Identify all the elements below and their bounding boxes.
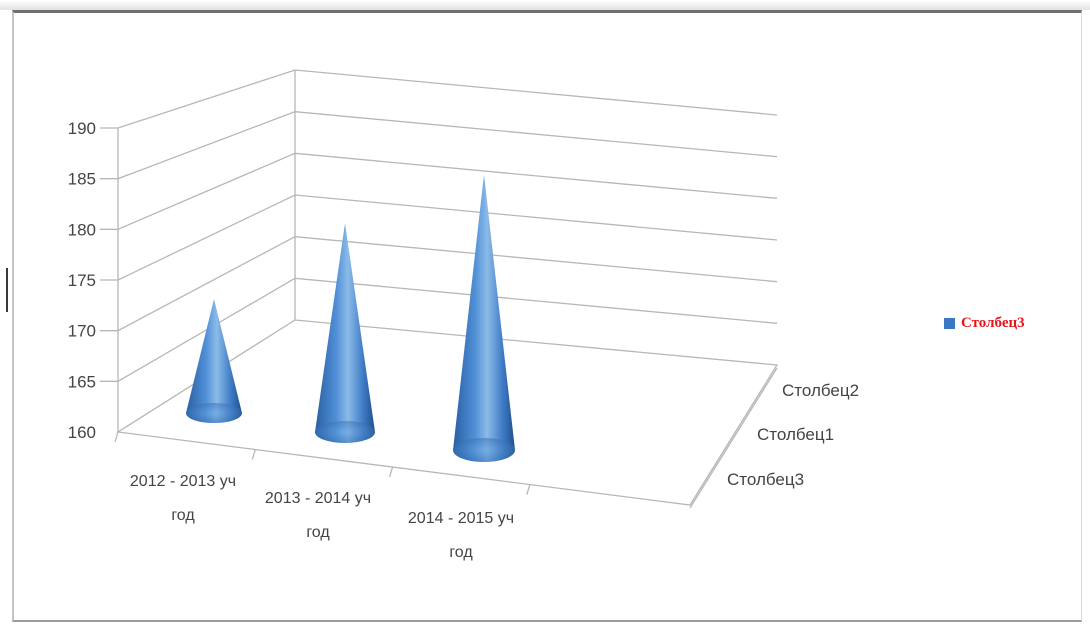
gridline xyxy=(100,111,778,180)
label-layer: 160 165 170 175 180 185 190 Столбец2 Столбец1 Сто… xyxy=(68,119,859,561)
x-tick-label: год xyxy=(306,524,330,541)
grid-layer xyxy=(100,69,779,506)
gridline xyxy=(100,69,778,129)
depth-axis-label: Столбец1 xyxy=(757,425,834,444)
gridline xyxy=(100,152,778,230)
cone xyxy=(453,174,515,462)
cone xyxy=(186,299,242,423)
y-tick-label: 175 xyxy=(68,271,96,290)
cone-layer xyxy=(186,174,515,462)
gridline xyxy=(100,236,778,332)
cone-base xyxy=(186,403,242,423)
cone-body xyxy=(186,299,242,423)
x-tick xyxy=(388,466,394,478)
y-tick-label: 185 xyxy=(68,170,96,189)
window-top-bar xyxy=(0,0,1090,10)
legend: Столбец3 xyxy=(944,315,1025,332)
x-tick xyxy=(251,449,256,460)
axis-layer xyxy=(114,70,778,509)
y-tick-label: 180 xyxy=(68,220,96,239)
floor-outline xyxy=(116,319,779,506)
y-tick-label: 160 xyxy=(68,423,96,442)
cone xyxy=(315,223,375,443)
cone-base xyxy=(315,421,375,443)
depth-axis-label: Столбец2 xyxy=(782,381,859,400)
x-tick xyxy=(114,431,119,443)
legend-label: Столбец3 xyxy=(961,315,1025,331)
legend-swatch xyxy=(944,318,955,329)
cone-body xyxy=(453,174,515,462)
depth-axis-label: Столбец3 xyxy=(727,470,804,489)
x-tick-label: 2014 - 2015 уч xyxy=(408,510,514,527)
cone-body xyxy=(315,223,375,443)
y-tick-label: 165 xyxy=(68,372,96,391)
x-tick-label: 2013 - 2014 уч xyxy=(265,490,371,507)
gridline xyxy=(100,194,778,281)
x-tick-label: 2012 - 2013 уч xyxy=(130,473,236,490)
depth-axis-line xyxy=(689,367,778,509)
resize-handle[interactable] xyxy=(6,268,8,312)
x-tick-label: год xyxy=(449,544,473,561)
chart-frame xyxy=(12,10,1082,622)
cone-base xyxy=(453,438,515,462)
x-tick xyxy=(526,484,531,495)
y-tick-label: 190 xyxy=(68,119,96,138)
x-tick-label: год xyxy=(171,507,195,524)
y-tick-label: 170 xyxy=(68,322,96,341)
